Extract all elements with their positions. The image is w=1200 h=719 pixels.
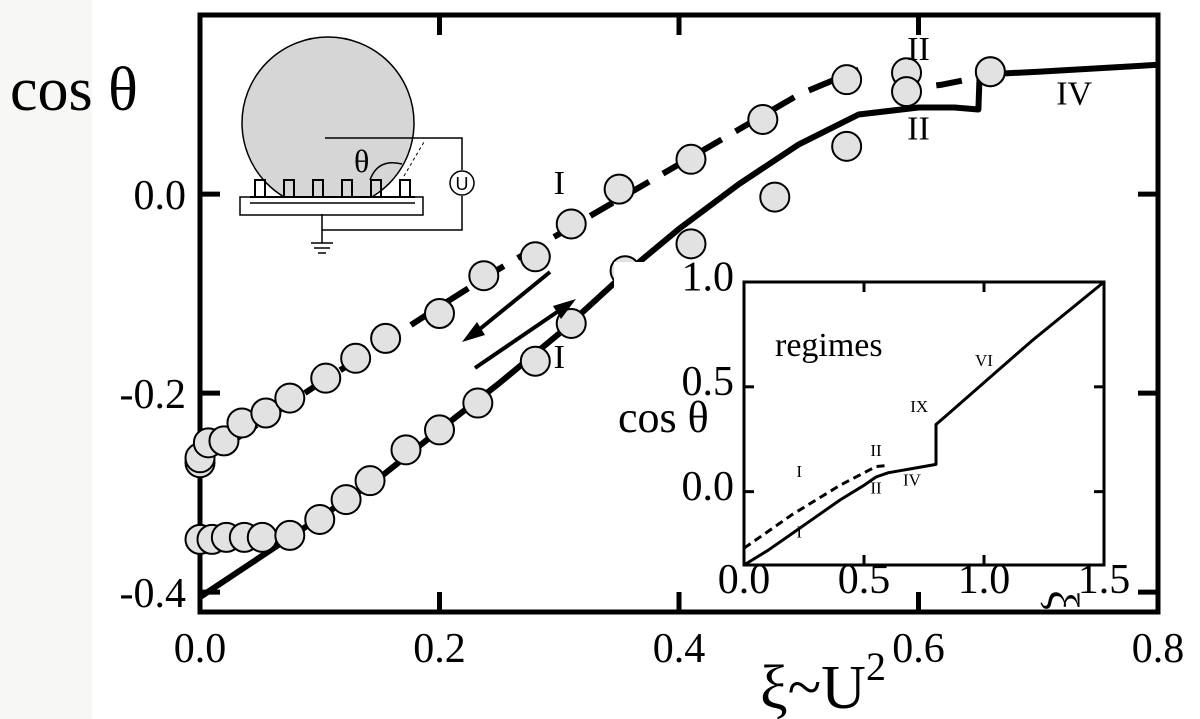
data-point [603, 173, 635, 205]
main-x-axis-label: ξ~U2 [760, 644, 886, 719]
regime-label: II [907, 31, 930, 68]
x-tick-label: 1.5 [1078, 557, 1131, 603]
main-x-axis-label-exponent: 2 [866, 644, 886, 689]
substrate-posts [254, 179, 411, 197]
x-tick-label: 0.4 [653, 626, 706, 672]
substrate-base [239, 196, 424, 216]
data-point [274, 519, 306, 551]
data-point [304, 503, 336, 535]
data-point [390, 434, 422, 466]
data-point [555, 208, 587, 240]
data-point [675, 228, 707, 260]
regime-label: I [554, 165, 565, 202]
main-ticks [200, 15, 1158, 612]
data-point [274, 382, 306, 414]
regime-label: I [796, 462, 802, 481]
inset-plot-frame [742, 280, 1106, 567]
ground-symbol [311, 230, 333, 254]
arrow-increasing [473, 306, 565, 370]
data-point [424, 298, 455, 329]
regime-label: I [796, 523, 802, 542]
droplet-schematic: U θ [239, 36, 475, 254]
main-tick-labels: 0.0 0.2 0.4 0.6 0.8 0.0 -0.2 -0.4 [120, 173, 1185, 672]
x-tick-label: 0.0 [174, 626, 227, 672]
data-point [831, 64, 863, 96]
data-point [370, 322, 402, 354]
voltage-source [449, 170, 475, 196]
x-tick-label: 0.6 [892, 626, 945, 672]
regime-label: IV [903, 470, 922, 489]
y-tick-label: 0.0 [134, 173, 187, 219]
data-point [250, 397, 282, 429]
y-tick-label: -0.2 [120, 372, 187, 418]
y-tick-label: 0.5 [682, 359, 735, 405]
hysteresis-arrows [462, 270, 576, 370]
inset-background [614, 262, 1112, 582]
y-tick-label: -0.4 [120, 571, 187, 617]
contact-angle-arc [369, 162, 403, 181]
regime-label: II [907, 110, 930, 147]
data-point [462, 387, 494, 419]
y-tick-label: 1.0 [682, 254, 735, 300]
data-point [246, 521, 278, 553]
data-point [354, 465, 386, 497]
droplet [241, 36, 415, 210]
data-point [519, 241, 551, 273]
solid-curve [743, 280, 1105, 567]
data-point [974, 56, 1006, 88]
voltage-source-label: U [456, 174, 469, 194]
inset-tick-labels: 0.0 0.5 1.0 1.51.00.50.0 [682, 254, 1131, 603]
regime-label: I [554, 339, 565, 376]
tangent-line [403, 141, 425, 177]
data-point [555, 307, 587, 339]
data-point [747, 103, 779, 135]
x-tick-label: 0.5 [838, 557, 891, 603]
arrow-decreasing-head [462, 322, 485, 342]
inset-x-axis-label: ξ [1038, 590, 1087, 610]
x-tick-label: 0.2 [413, 626, 466, 672]
left-margin-strip [0, 0, 92, 719]
regime-label: IX [910, 397, 928, 416]
main-y-axis-label: cos θ [10, 56, 138, 124]
inset-ticks [744, 282, 1104, 565]
regime-label: IV [1056, 76, 1092, 113]
y-tick-label: 0.0 [682, 464, 735, 510]
data-point [330, 484, 362, 516]
data-point [831, 130, 863, 162]
regime-label: II [870, 441, 882, 460]
data-point [891, 76, 923, 108]
regime-label: II [870, 479, 882, 498]
regime-label: VI [975, 351, 993, 370]
data-point [424, 414, 455, 446]
inset-title: regimes [775, 327, 883, 364]
data-point [310, 362, 342, 394]
data-point [340, 342, 372, 374]
arrow-decreasing [473, 270, 552, 335]
data-point [468, 260, 500, 292]
theta-label: θ [354, 143, 369, 179]
circuit-wire [321, 137, 463, 231]
x-tick-label: 1.0 [958, 557, 1011, 603]
x-tick-label: 0.8 [1132, 626, 1185, 672]
inset-y-axis-label: cos θ [618, 393, 709, 442]
data-point [675, 143, 707, 175]
arrow-increasing-head [553, 299, 576, 319]
data-point [519, 345, 551, 377]
data-point [759, 181, 791, 213]
main-x-axis-label-text: ξ~U [760, 654, 866, 719]
